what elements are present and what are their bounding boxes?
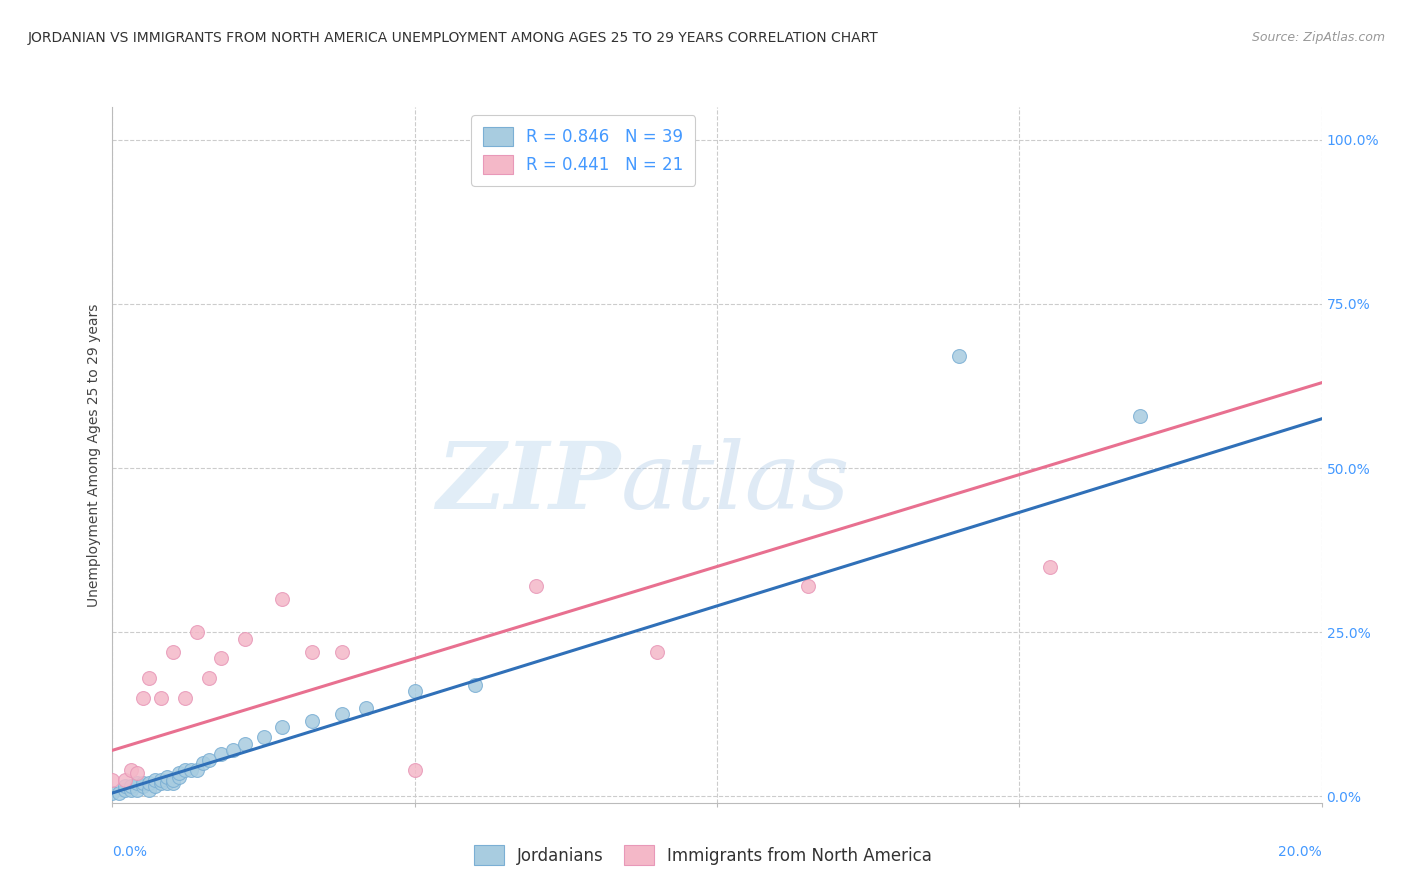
Point xyxy=(1038,559,1062,574)
Point xyxy=(125,782,148,797)
Point xyxy=(149,772,172,787)
Point xyxy=(235,632,257,646)
Point xyxy=(167,770,190,784)
Point xyxy=(174,763,197,777)
Point xyxy=(114,772,136,787)
Point xyxy=(330,707,353,722)
Point xyxy=(191,756,214,771)
Point xyxy=(167,766,190,780)
Point xyxy=(645,645,668,659)
Point xyxy=(114,782,136,797)
Point xyxy=(149,776,172,790)
Point xyxy=(209,747,232,761)
Point xyxy=(143,780,166,794)
Point xyxy=(120,782,142,797)
Point xyxy=(143,772,166,787)
Point xyxy=(198,753,221,767)
Legend: R = 0.846   N = 39, R = 0.441   N = 21: R = 0.846 N = 39, R = 0.441 N = 21 xyxy=(471,115,696,186)
Point xyxy=(948,350,970,364)
Point xyxy=(253,730,276,744)
Point xyxy=(162,776,184,790)
Point xyxy=(162,772,184,787)
Point xyxy=(404,684,426,698)
Point xyxy=(101,772,124,787)
Point xyxy=(330,645,353,659)
Point xyxy=(156,776,179,790)
Text: Source: ZipAtlas.com: Source: ZipAtlas.com xyxy=(1251,31,1385,45)
Legend: Jordanians, Immigrants from North America: Jordanians, Immigrants from North Americ… xyxy=(464,836,942,875)
Point xyxy=(120,763,142,777)
Point xyxy=(174,690,197,705)
Text: 20.0%: 20.0% xyxy=(1278,846,1322,860)
Point xyxy=(270,592,292,607)
Point xyxy=(270,720,292,734)
Point xyxy=(101,786,124,800)
Point xyxy=(132,776,155,790)
Point xyxy=(138,776,160,790)
Point xyxy=(198,671,221,685)
Point xyxy=(149,690,172,705)
Point xyxy=(156,770,179,784)
Text: atlas: atlas xyxy=(620,438,849,528)
Point xyxy=(301,714,323,728)
Y-axis label: Unemployment Among Ages 25 to 29 years: Unemployment Among Ages 25 to 29 years xyxy=(87,303,101,607)
Point xyxy=(162,645,184,659)
Point xyxy=(138,671,160,685)
Point xyxy=(180,763,202,777)
Point xyxy=(114,780,136,794)
Point xyxy=(222,743,245,757)
Text: ZIP: ZIP xyxy=(436,438,620,528)
Point xyxy=(125,766,148,780)
Point xyxy=(125,776,148,790)
Point xyxy=(209,651,232,665)
Point xyxy=(464,678,486,692)
Point xyxy=(132,690,155,705)
Point xyxy=(796,579,818,593)
Point xyxy=(356,700,378,714)
Text: 0.0%: 0.0% xyxy=(112,846,148,860)
Text: JORDANIAN VS IMMIGRANTS FROM NORTH AMERICA UNEMPLOYMENT AMONG AGES 25 TO 29 YEAR: JORDANIAN VS IMMIGRANTS FROM NORTH AMERI… xyxy=(28,31,879,45)
Point xyxy=(186,625,208,640)
Point xyxy=(301,645,323,659)
Point xyxy=(186,763,208,777)
Point xyxy=(138,782,160,797)
Point xyxy=(120,780,142,794)
Point xyxy=(132,780,155,794)
Point xyxy=(404,763,426,777)
Point xyxy=(1129,409,1152,423)
Point xyxy=(107,786,129,800)
Point xyxy=(235,737,257,751)
Point xyxy=(524,579,547,593)
